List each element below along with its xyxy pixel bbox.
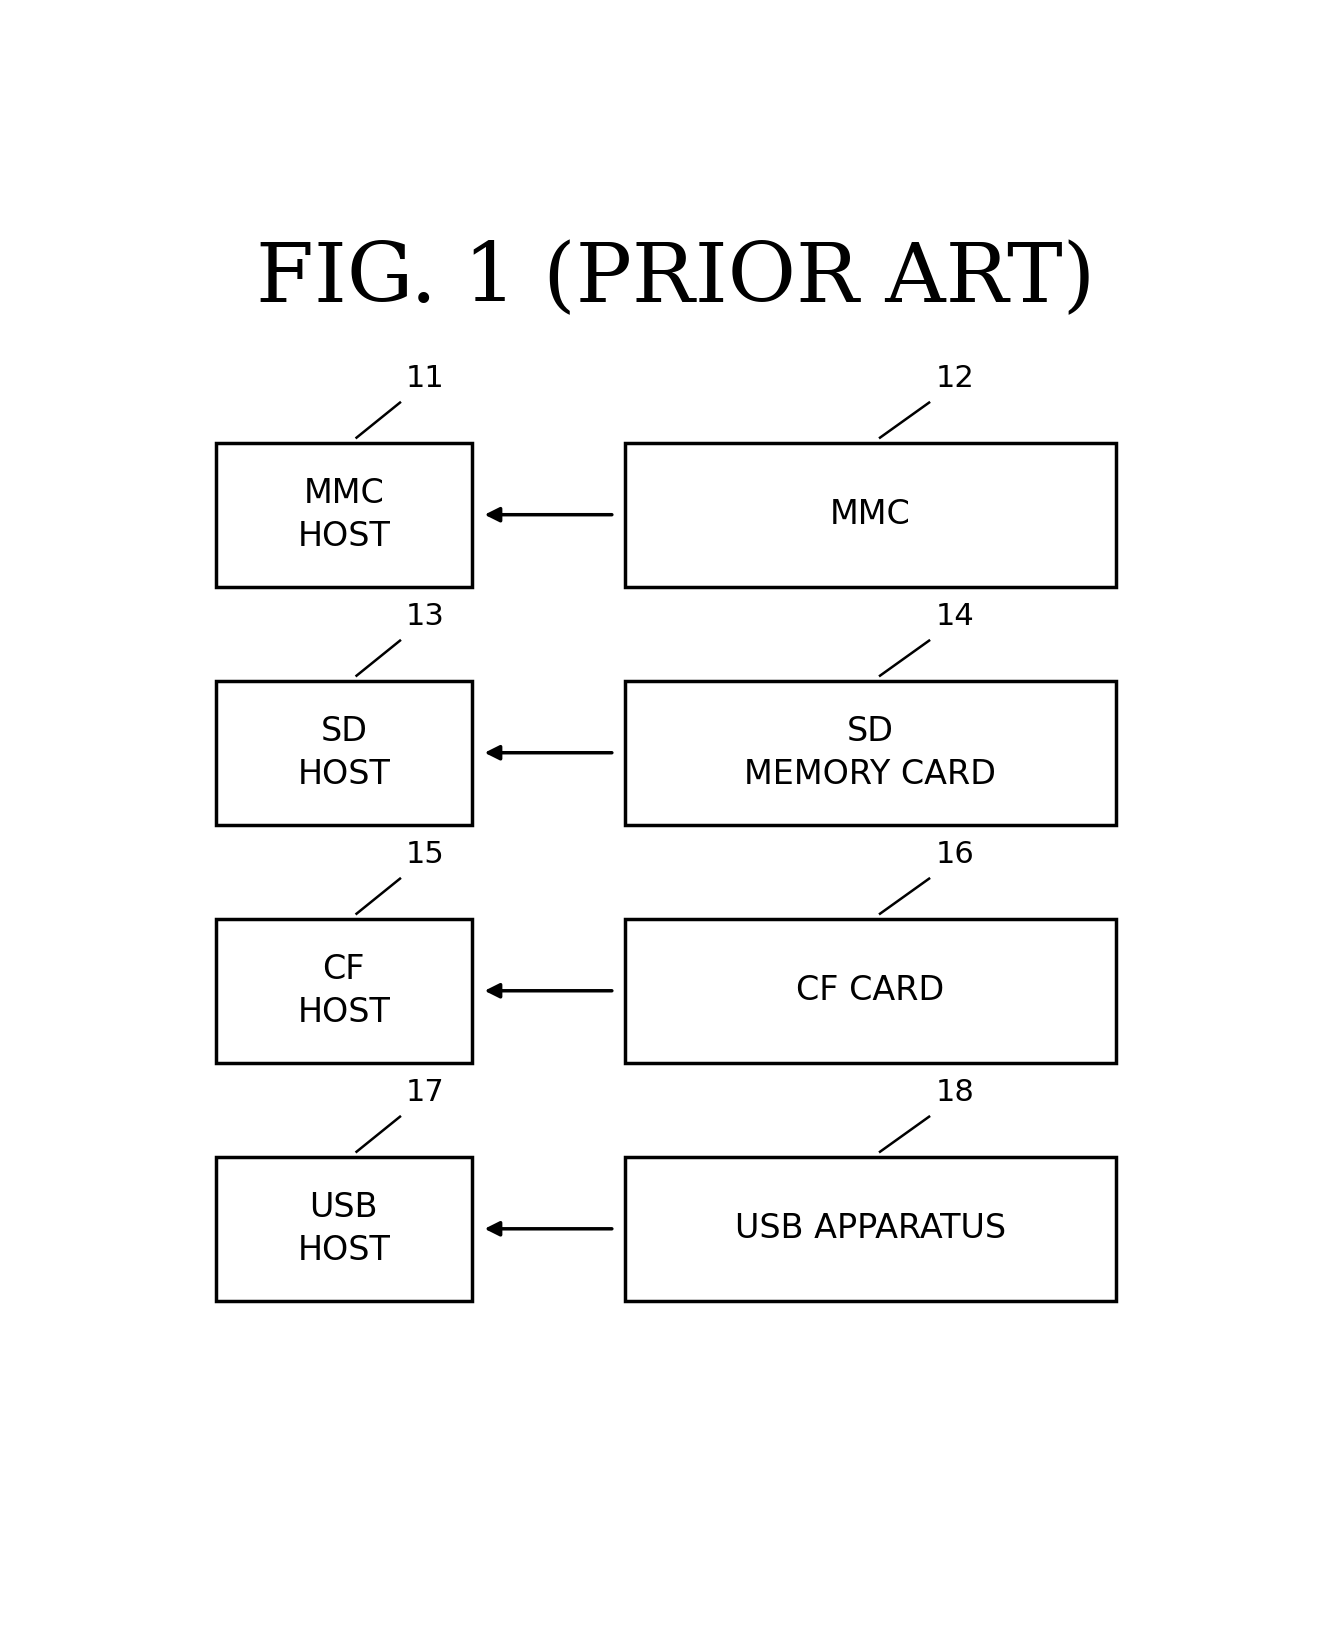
Text: FIG. 1 (PRIOR ART): FIG. 1 (PRIOR ART) <box>256 239 1096 319</box>
Text: MMC
HOST: MMC HOST <box>297 477 390 553</box>
Bar <box>216 1157 472 1302</box>
Text: CF
HOST: CF HOST <box>297 952 390 1028</box>
Text: 15: 15 <box>406 840 445 869</box>
Text: USB
HOST: USB HOST <box>297 1191 390 1267</box>
Bar <box>216 443 472 587</box>
Text: SD
MEMORY CARD: SD MEMORY CARD <box>744 714 996 791</box>
Text: 14: 14 <box>935 602 973 631</box>
Bar <box>216 680 472 825</box>
Text: 16: 16 <box>935 840 973 869</box>
Bar <box>625 680 1116 825</box>
Bar <box>625 919 1116 1062</box>
Bar <box>216 919 472 1062</box>
Text: 17: 17 <box>406 1077 445 1106</box>
Bar <box>625 1157 1116 1302</box>
Text: 11: 11 <box>406 363 445 392</box>
Text: 13: 13 <box>406 602 445 631</box>
Bar <box>625 443 1116 587</box>
Text: 18: 18 <box>935 1077 975 1106</box>
Text: MMC: MMC <box>830 498 910 530</box>
Text: USB APPARATUS: USB APPARATUS <box>735 1212 1006 1245</box>
Text: SD
HOST: SD HOST <box>297 714 390 791</box>
Text: 12: 12 <box>935 363 973 392</box>
Text: CF CARD: CF CARD <box>797 975 944 1007</box>
